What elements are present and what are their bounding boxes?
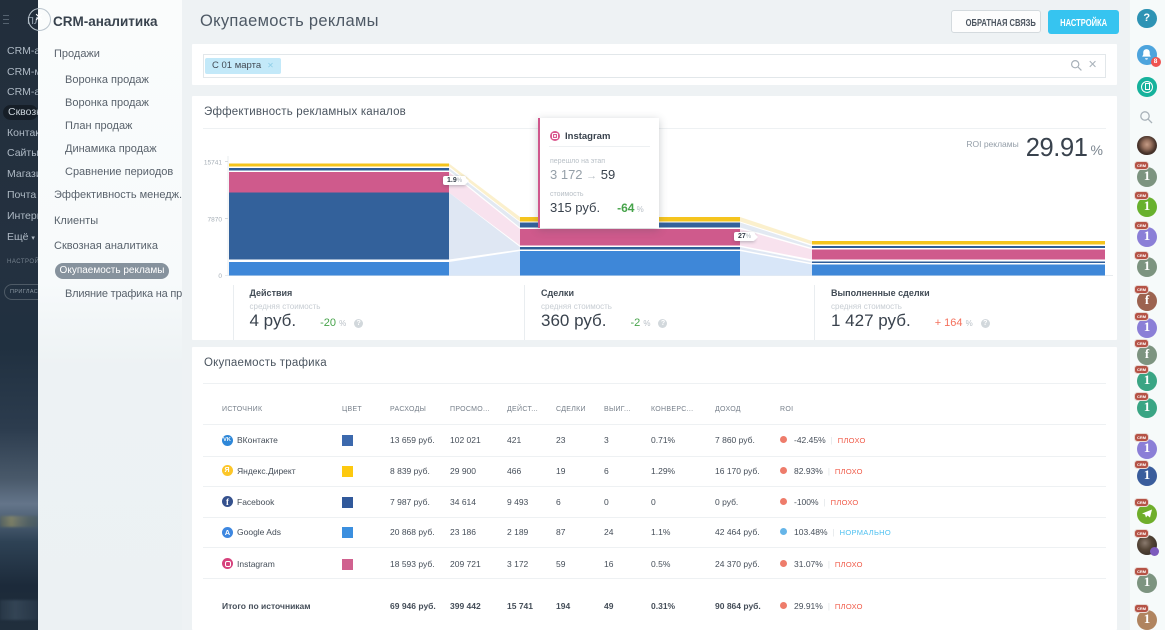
svg-text:15741: 15741 xyxy=(204,160,222,167)
svg-text:7870: 7870 xyxy=(208,217,223,224)
svg-text:0: 0 xyxy=(218,273,222,280)
